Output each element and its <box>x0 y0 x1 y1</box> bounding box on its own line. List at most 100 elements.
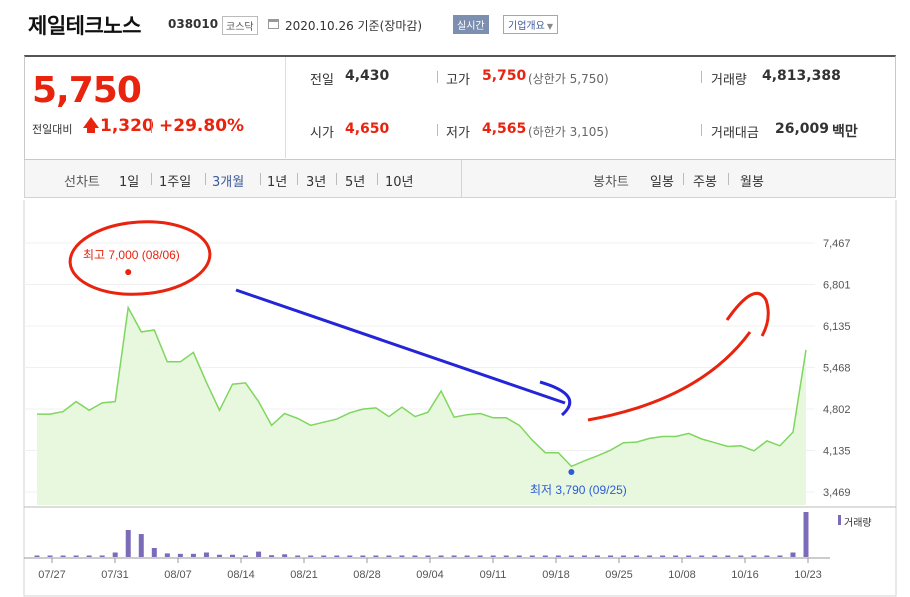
candle-daily[interactable]: 일봉 <box>650 175 674 190</box>
divider <box>377 173 378 185</box>
volume-bar <box>425 555 431 557</box>
volume-bar <box>594 555 600 557</box>
volume-legend-marker <box>838 515 841 525</box>
divider <box>701 71 702 83</box>
volume-bar <box>138 534 144 557</box>
chart-toolbar <box>24 160 896 198</box>
company-overview-label: 기업개요 <box>508 21 545 32</box>
x-tick-label: 08/28 <box>353 569 381 581</box>
y-axis: 7,467 6,801 6,135 5,468 4,802 4,135 3,469 <box>823 238 851 499</box>
volume-bar <box>360 555 366 557</box>
chart-frame <box>23 200 897 597</box>
x-tick-label: 09/04 <box>416 569 444 581</box>
lower-limit: (하한가 3,105) <box>528 125 609 139</box>
market-badge: 코스닥 <box>222 16 258 35</box>
volume-bar <box>607 555 613 557</box>
y-tick-label: 3,469 <box>823 487 851 499</box>
volume-label: 거래량 <box>711 73 747 88</box>
y-tick-label: 6,135 <box>823 321 851 333</box>
volume-bar <box>477 555 483 557</box>
volume-bar <box>112 552 118 557</box>
divider <box>437 124 438 136</box>
price-summary-box <box>24 55 896 160</box>
volume-bar <box>203 552 209 557</box>
volume-bars <box>34 512 809 557</box>
blue-arrow-head <box>539 380 572 417</box>
volume-bar <box>503 555 509 557</box>
volume-bar <box>555 555 561 557</box>
divider <box>437 71 438 83</box>
y-tick-label: 4,802 <box>823 404 851 416</box>
price-chart: 7,467 6,801 6,135 5,468 4,802 4,135 3,469 07/2… <box>23 200 897 597</box>
volume-bar <box>86 555 92 557</box>
volume-bar <box>386 555 392 557</box>
volume-bar <box>334 555 340 557</box>
volume-bar <box>777 555 783 557</box>
volume-bar <box>451 555 457 557</box>
volume-bar <box>99 555 105 557</box>
divider <box>461 160 462 198</box>
blue-down-arrow <box>235 288 566 405</box>
price-line <box>37 305 807 468</box>
volume-bar <box>621 555 627 557</box>
volume-bar <box>712 555 718 557</box>
y-tick-label: 5,468 <box>823 363 851 375</box>
volume-bar <box>751 555 757 557</box>
volume-bar <box>151 548 157 557</box>
x-tick-label: 08/14 <box>227 569 255 581</box>
x-axis: 07/27 07/31 08/07 08/14 08/21 08/28 09/04 09/11… <box>38 558 822 581</box>
volume-bar <box>699 555 705 557</box>
amount-unit: 백만 <box>832 124 858 140</box>
volume-bar <box>647 555 653 557</box>
volume-bar <box>686 555 692 557</box>
volume-bar <box>308 555 314 557</box>
volume-bar <box>542 555 548 557</box>
high-value: 5,750 <box>482 68 527 84</box>
x-tick-label: 10/16 <box>731 569 759 581</box>
volume-bar <box>464 555 470 557</box>
volume-bar <box>177 553 183 557</box>
period-3m[interactable]: 3개월 <box>212 175 245 190</box>
volume-bar <box>581 555 587 557</box>
divider <box>336 173 337 185</box>
x-tick-label: 08/21 <box>290 569 318 581</box>
max-label: 최고 7,000 (08/06) <box>83 248 180 262</box>
amount-value: 26,009 <box>775 121 830 137</box>
open-label: 시가 <box>310 126 334 141</box>
low-label: 저가 <box>446 126 470 141</box>
divider <box>683 173 684 185</box>
volume-bar <box>243 555 249 557</box>
prev-close-label: 전일 <box>310 73 334 88</box>
volume-bar <box>321 555 327 557</box>
volume-bar <box>673 555 679 557</box>
candle-weekly[interactable]: 주봉 <box>693 175 717 190</box>
period-1w[interactable]: 1주일 <box>159 175 192 190</box>
divider <box>205 173 206 185</box>
volume-bar <box>347 555 353 557</box>
candle-monthly[interactable]: 월봉 <box>740 175 764 190</box>
volume-legend: 거래량 <box>844 518 872 529</box>
x-tick-label: 09/11 <box>480 569 507 581</box>
high-label: 고가 <box>446 73 470 88</box>
up-triangle-icon <box>83 117 99 128</box>
period-5y[interactable]: 5년 <box>345 175 366 190</box>
period-1d[interactable]: 1일 <box>119 175 140 190</box>
volume-bar <box>373 555 379 557</box>
period-1y[interactable]: 1년 <box>267 175 288 190</box>
volume-bar <box>660 555 666 557</box>
x-tick-label: 09/18 <box>542 569 570 581</box>
volume-bar <box>738 555 744 557</box>
divider <box>297 173 298 185</box>
amount-label: 거래대금 <box>711 126 759 141</box>
x-tick-label: 07/27 <box>38 569 66 581</box>
price-area <box>37 307 806 505</box>
period-3y[interactable]: 3년 <box>306 175 327 190</box>
company-overview-button[interactable]: 기업개요 ▼ <box>503 15 558 34</box>
x-tick-label: 10/08 <box>668 569 696 581</box>
base-date: 2020.10.26 기준(장마감) <box>285 19 423 33</box>
volume-bar <box>438 555 444 557</box>
realtime-button[interactable]: 실시간 <box>453 15 489 34</box>
x-tick-label: 09/25 <box>605 569 633 581</box>
stock-code: 038010 <box>168 17 219 31</box>
period-10y[interactable]: 10년 <box>385 175 414 190</box>
